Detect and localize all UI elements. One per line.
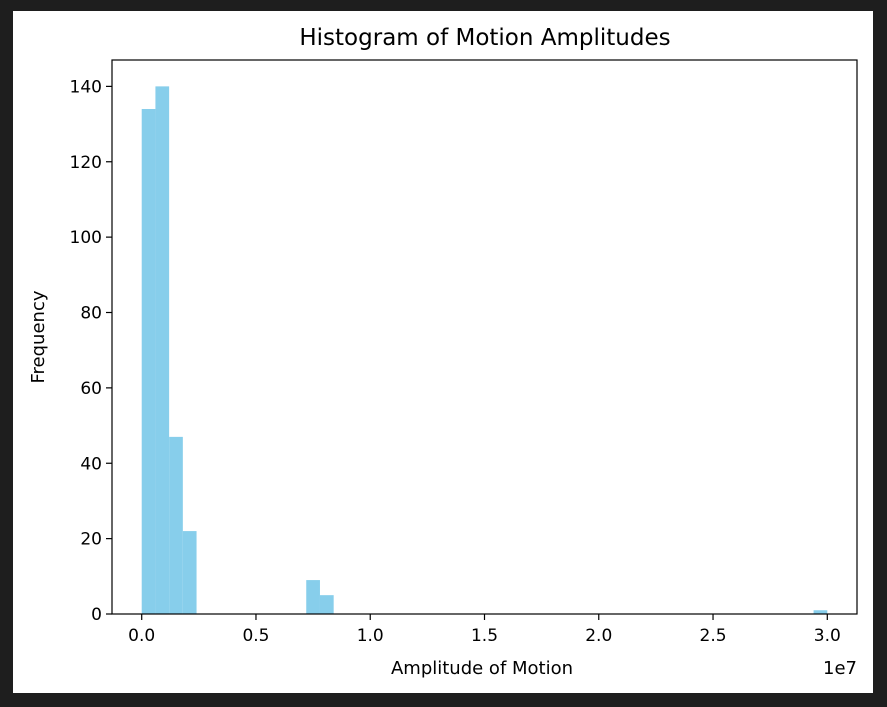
y-tick-label: 100 <box>70 228 102 248</box>
histogram-bar <box>141 108 156 614</box>
chart-title: Histogram of Motion Amplitudes <box>299 25 670 51</box>
histogram-bar <box>306 580 320 614</box>
y-tick-label: 0 <box>91 605 102 625</box>
plot-frame <box>111 59 858 615</box>
y-axis-label: Frequency <box>28 290 49 383</box>
y-tick-label: 40 <box>80 454 102 474</box>
y-axis-ticks: 0 20 40 60 80 100 120 140 <box>70 77 112 625</box>
x-axis-label: Amplitude of Motion <box>391 658 573 679</box>
histogram-bar <box>182 531 197 614</box>
x-tick-label: 0.5 <box>242 626 269 646</box>
y-tick-label: 80 <box>80 304 102 324</box>
y-tick-label: 120 <box>70 153 102 173</box>
bars-group <box>141 86 828 614</box>
chart-figure: Histogram of Motion Amplitudes 0.0 0.5 1.0… <box>13 11 873 693</box>
histogram-chart: Histogram of Motion Amplitudes 0.0 0.5 1.0… <box>28 25 858 679</box>
y-tick-label: 20 <box>80 530 102 550</box>
histogram-bar <box>169 436 183 614</box>
y-tick-label: 140 <box>70 77 102 97</box>
x-tick-label: 1.5 <box>471 626 498 646</box>
x-tick-label: 3.0 <box>814 626 841 646</box>
histogram-bar <box>813 610 828 614</box>
x-tick-label: 2.0 <box>585 626 612 646</box>
x-axis-ticks: 0.0 0.5 1.0 1.5 2.0 2.5 3.0 <box>128 614 841 646</box>
x-offset-label: 1e7 <box>823 658 857 679</box>
x-tick-label: 1.0 <box>357 626 384 646</box>
y-tick-label: 60 <box>80 379 102 399</box>
x-tick-label: 0.0 <box>128 626 155 646</box>
histogram-bar <box>319 595 334 614</box>
x-tick-label: 2.5 <box>700 626 727 646</box>
histogram-bar <box>155 86 170 614</box>
